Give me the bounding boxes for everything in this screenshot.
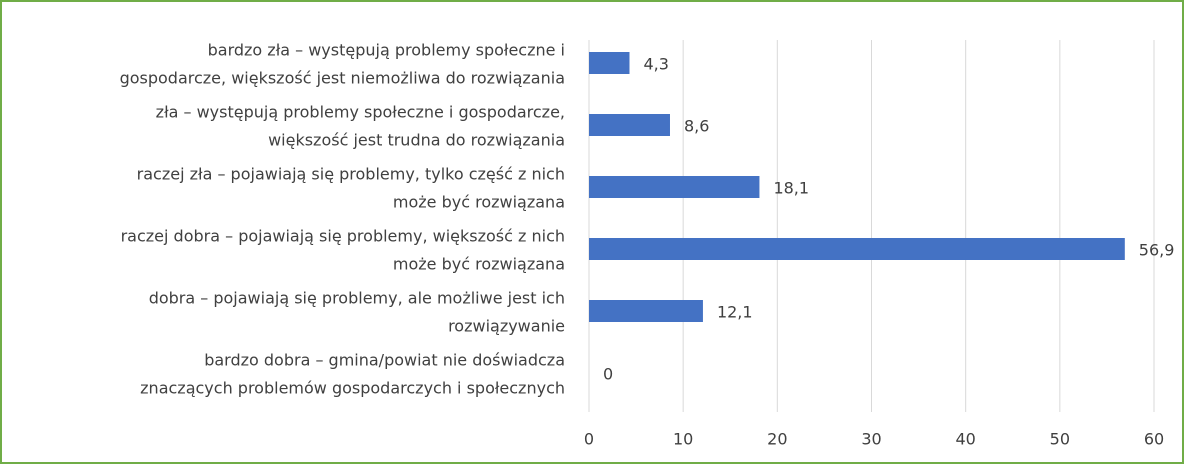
x-tick-label: 10 bbox=[673, 430, 693, 449]
data-label: 8,6 bbox=[684, 117, 709, 136]
x-tick-label: 60 bbox=[1144, 430, 1164, 449]
x-tick-label: 50 bbox=[1050, 430, 1070, 449]
data-label: 56,9 bbox=[1139, 241, 1175, 260]
y-tick-label: bardzo dobra – gmina/powiat nie doświadc… bbox=[204, 351, 565, 370]
x-tick-label: 40 bbox=[955, 430, 975, 449]
bar bbox=[589, 52, 630, 74]
x-tick-label: 30 bbox=[861, 430, 881, 449]
data-label: 12,1 bbox=[717, 303, 753, 322]
y-tick-label: znaczących problemów gospodarczych i spo… bbox=[140, 379, 565, 398]
y-tick-label: dobra – pojawiają się problemy, ale możl… bbox=[149, 289, 565, 308]
y-tick-label: raczej zła – pojawiają się problemy, tyl… bbox=[137, 165, 565, 184]
data-label: 18,1 bbox=[773, 179, 809, 198]
x-tick-label: 20 bbox=[767, 430, 787, 449]
y-tick-label: zła – występują problemy społeczne i gos… bbox=[156, 103, 565, 122]
data-label: 4,3 bbox=[643, 55, 668, 74]
x-tick-label: 0 bbox=[584, 430, 594, 449]
bar bbox=[589, 114, 670, 136]
y-tick-label: może być rozwiązana bbox=[393, 193, 565, 212]
bar bbox=[589, 238, 1125, 260]
y-tick-label: raczej dobra – pojawiają się problemy, w… bbox=[121, 227, 565, 246]
y-tick-label: większość jest trudna do rozwiązania bbox=[268, 131, 565, 150]
y-tick-label: gospodarcze, większość jest niemożliwa d… bbox=[120, 69, 565, 88]
data-label: 0 bbox=[603, 365, 613, 384]
bar bbox=[589, 300, 703, 322]
y-tick-label: może być rozwiązana bbox=[393, 255, 565, 274]
y-tick-label: rozwiązywanie bbox=[448, 317, 565, 336]
y-tick-label: bardzo zła – występują problemy społeczn… bbox=[208, 41, 565, 60]
bar bbox=[589, 176, 760, 198]
